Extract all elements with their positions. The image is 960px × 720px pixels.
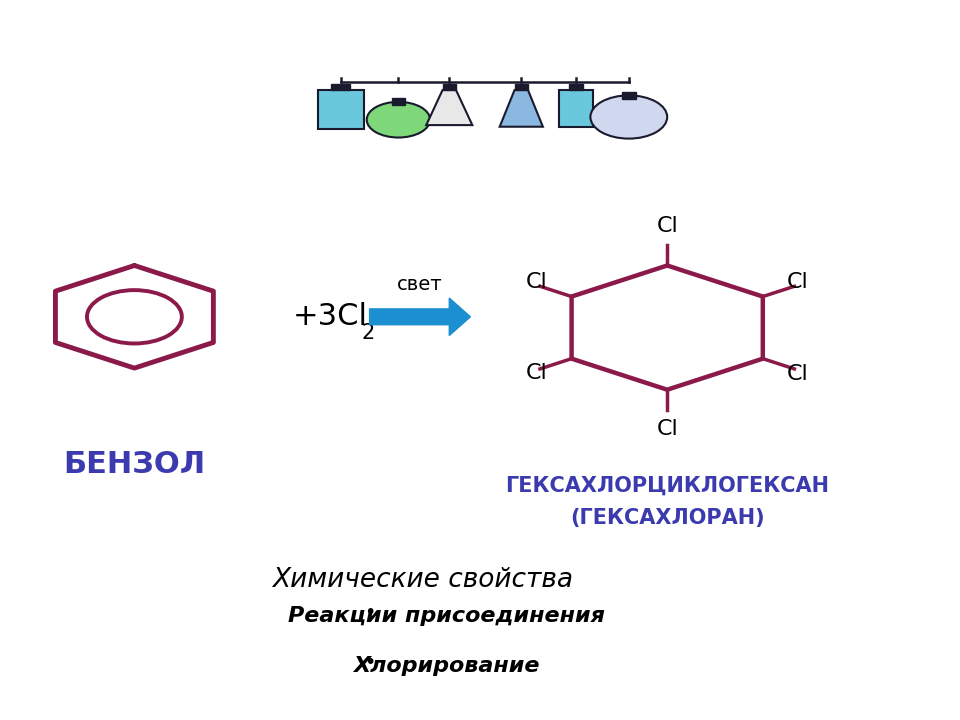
- Text: •: •: [364, 603, 375, 621]
- Text: 2: 2: [362, 323, 375, 343]
- Text: БЕНЗОЛ: БЕНЗОЛ: [63, 450, 205, 479]
- Text: Cl: Cl: [526, 364, 547, 384]
- Text: Cl: Cl: [526, 271, 547, 292]
- Text: +3Cl: +3Cl: [293, 302, 368, 331]
- Bar: [569, 84, 583, 90]
- Polygon shape: [500, 90, 543, 127]
- Bar: [515, 84, 528, 90]
- Bar: [392, 98, 405, 104]
- Text: Cl: Cl: [657, 419, 678, 439]
- Text: Реакции присоединения: Реакции присоединения: [288, 606, 605, 626]
- Bar: [443, 84, 456, 90]
- FancyArrow shape: [370, 298, 470, 336]
- Bar: [559, 90, 593, 127]
- Text: (ГЕКСАХЛОРАН): (ГЕКСАХЛОРАН): [570, 508, 764, 528]
- Text: свет: свет: [396, 275, 443, 294]
- Text: Хлорирование: Хлорирование: [353, 656, 540, 676]
- Text: Cl: Cl: [787, 271, 808, 292]
- Text: Cl: Cl: [787, 364, 808, 384]
- Text: •: •: [364, 653, 375, 672]
- Ellipse shape: [590, 95, 667, 138]
- Bar: [318, 90, 364, 129]
- Bar: [622, 92, 636, 99]
- Ellipse shape: [367, 102, 430, 138]
- Text: Химические свойства: Химические свойства: [272, 567, 573, 593]
- Text: Cl: Cl: [657, 216, 678, 235]
- Text: ГЕКСАХЛОРЦИКЛОГЕКСАН: ГЕКСАХЛОРЦИКЛОГЕКСАН: [505, 476, 829, 496]
- Polygon shape: [426, 90, 472, 125]
- Bar: [331, 84, 350, 90]
